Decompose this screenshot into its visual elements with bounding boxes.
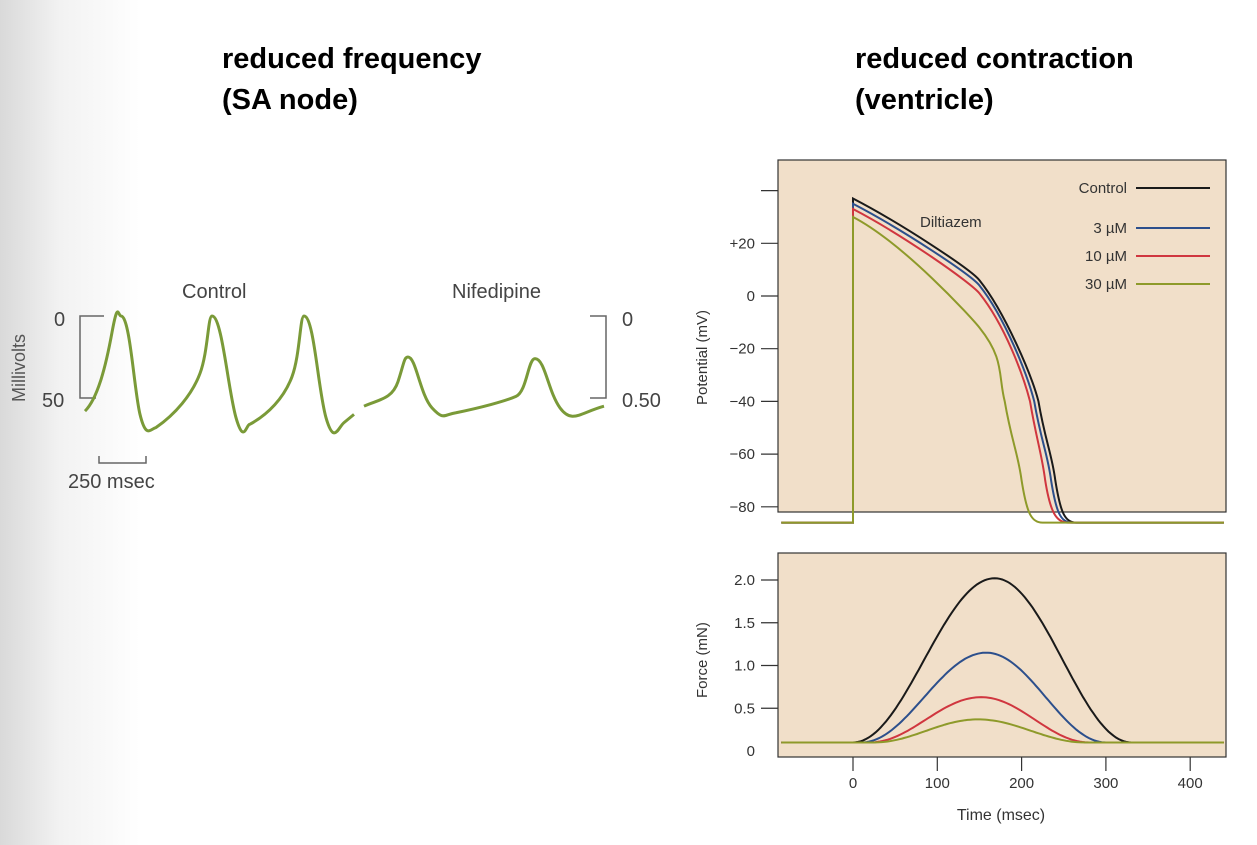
nifedipine-trace [363,355,605,418]
potential-chart: +20 0 −20 −40 −60 −80 Diltiazem Control 3 µM 10… [694,159,1227,524]
control-trace [83,310,355,435]
left-heading: reduced frequency (SA node) [222,39,481,121]
legend-label-control: Control [1079,180,1127,197]
potential-ytick-label-2: 0 [747,288,755,305]
force-line-control [781,577,1224,744]
force-line-10-um [781,696,1224,744]
force-axis-label: Force (mN) [694,622,711,698]
legend-label-10-um: 10 µM [1085,248,1127,265]
potential-ytick-label-5: −60 [730,446,755,463]
force-xtick-label-2: 200 [1009,775,1034,792]
potential-ytick-label-1: +20 [730,235,755,252]
right-heading-line1: reduced contraction [855,43,1134,75]
millivolts-axis-label: Millivolts [9,334,29,402]
legend-label-3-um: 3 µM [1093,220,1127,237]
right-scale-bar [590,315,607,399]
right-heading-line2: (ventricle) [855,84,994,116]
time-scale-label: 250 msec [68,471,155,493]
potential-line-10-um [781,207,1224,524]
legend-label-30-um: 30 µM [1085,276,1127,293]
force-ytick-label-2: 1.0 [734,658,755,675]
force-xtick-label-0: 0 [849,775,857,792]
force-line-30-um [781,718,1224,744]
left-scale-bar [79,315,104,399]
time-scale-bar [98,456,147,464]
right-scale-label-0: 0 [622,309,633,331]
potential-ytick-label-6: −80 [730,499,755,516]
time-axis-label: Time (msec) [957,807,1045,824]
force-xtick-label-4: 400 [1178,775,1203,792]
force-xtick-label-1: 100 [925,775,950,792]
force-ytick-label-4: 2.0 [734,572,755,589]
force-line-3-um [781,651,1224,744]
force-ytick-label-3: 1.5 [734,615,755,632]
diltiazem-annotation: Diltiazem [920,214,982,231]
potential-line-3-um [781,202,1224,524]
right-scale-label-050: 0.50 [622,390,661,412]
nifedipine-trace-label: Nifedipine [452,281,541,303]
potential-ytick-label-3: −20 [730,341,755,358]
potential-line-30-um [781,215,1224,524]
control-trace-label: Control [182,281,246,303]
force-chart: 0 0.5 1.0 1.5 2.0 0 100 200 300 400 Force (mN) Ti… [694,552,1227,824]
potential-plot-area [777,159,1227,513]
force-plot-area [777,552,1227,758]
potential-line-control [781,196,1224,524]
left-heading-line1: reduced frequency [222,43,482,75]
force-ytick-label-0: 0 [747,743,755,760]
sa-node-chart: 250 msec Millivolts 0 50 0 0.50 Control … [9,281,661,493]
left-scale-label-0: 0 [54,309,65,331]
potential-ytick-label-4: −40 [730,393,755,410]
left-heading-line2: (SA node) [222,84,358,116]
right-heading: reduced contraction (ventricle) [855,39,1134,121]
left-scale-label-50: 50 [42,390,64,412]
force-ytick-label-1: 0.5 [734,700,755,717]
force-xtick-label-3: 300 [1093,775,1118,792]
potential-axis-label: Potential (mV) [694,310,711,405]
